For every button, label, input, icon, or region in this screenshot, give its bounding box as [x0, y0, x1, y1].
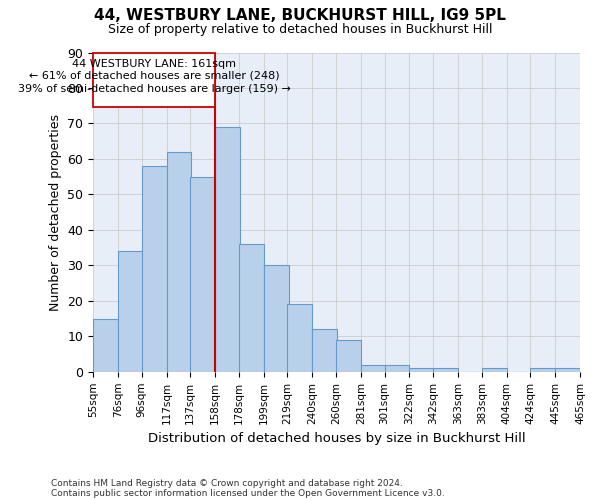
Text: 44, WESTBURY LANE, BUCKHURST HILL, IG9 5PL: 44, WESTBURY LANE, BUCKHURST HILL, IG9 5…	[94, 8, 506, 22]
Bar	[555, 368, 580, 372]
Bar	[190, 176, 215, 372]
Text: ← 61% of detached houses are smaller (248): ← 61% of detached houses are smaller (24…	[29, 71, 280, 81]
FancyBboxPatch shape	[93, 52, 215, 108]
Bar	[167, 152, 191, 372]
Bar	[313, 329, 337, 372]
Bar	[215, 127, 240, 372]
Text: Size of property relative to detached houses in Buckhurst Hill: Size of property relative to detached ho…	[108, 22, 492, 36]
Bar	[361, 364, 386, 372]
Bar	[530, 368, 555, 372]
Text: Contains HM Land Registry data © Crown copyright and database right 2024.: Contains HM Land Registry data © Crown c…	[51, 478, 403, 488]
Bar	[482, 368, 506, 372]
Bar	[433, 368, 458, 372]
Text: Contains public sector information licensed under the Open Government Licence v3: Contains public sector information licen…	[51, 488, 445, 498]
Y-axis label: Number of detached properties: Number of detached properties	[49, 114, 62, 310]
Bar	[287, 304, 313, 372]
Bar	[385, 364, 409, 372]
Bar	[264, 266, 289, 372]
Bar	[239, 244, 264, 372]
Bar	[93, 318, 118, 372]
Bar	[336, 340, 361, 372]
X-axis label: Distribution of detached houses by size in Buckhurst Hill: Distribution of detached houses by size …	[148, 432, 526, 445]
Text: 44 WESTBURY LANE: 161sqm: 44 WESTBURY LANE: 161sqm	[72, 59, 236, 69]
Bar	[142, 166, 167, 372]
Bar	[118, 251, 143, 372]
Text: 39% of semi-detached houses are larger (159) →: 39% of semi-detached houses are larger (…	[18, 84, 290, 94]
Bar	[409, 368, 434, 372]
